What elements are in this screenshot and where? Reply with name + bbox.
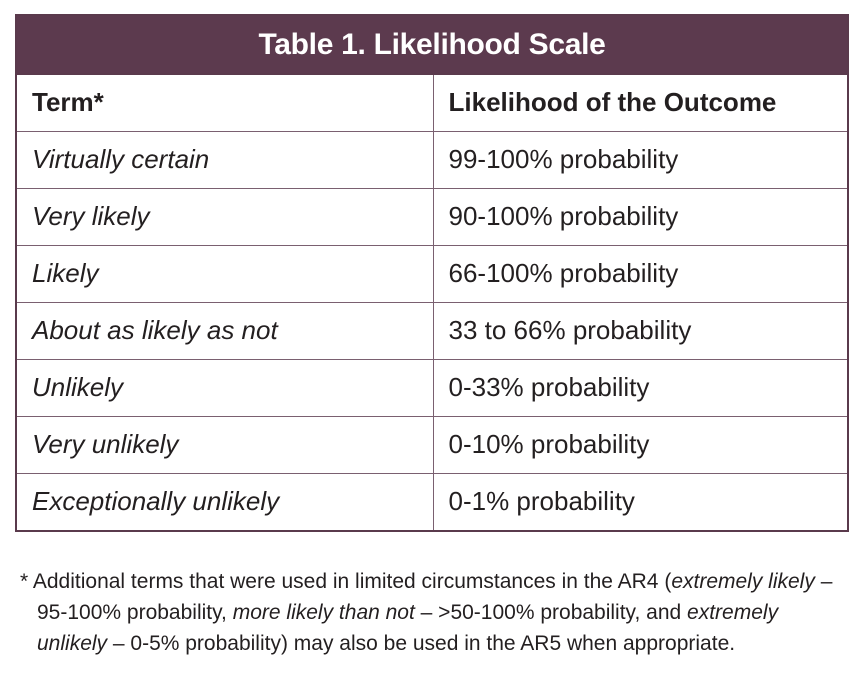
footnote-text: 95-100% probability, xyxy=(37,601,233,624)
term-cell: Very unlikely xyxy=(17,415,434,473)
footnote-text: Additional terms that were used in limit… xyxy=(28,570,672,593)
table-row: Very unlikely 0-10% probability xyxy=(17,415,847,473)
term-cell: Virtually certain xyxy=(17,130,434,188)
footnote-text: – >50-100% probability, and xyxy=(414,601,688,624)
term-cell: About as likely as not xyxy=(17,301,434,359)
table-row: Virtually certain 99-100% probability xyxy=(17,130,847,188)
table-row: Unlikely 0-33% probability xyxy=(17,358,847,416)
term-cell: Unlikely xyxy=(17,358,434,416)
footnote-term: extremely xyxy=(687,601,779,624)
likelihood-cell: 33 to 66% probability xyxy=(433,301,847,359)
likelihood-cell: 99-100% probability xyxy=(433,130,847,188)
term-cell: Very likely xyxy=(17,187,434,245)
likelihood-table: Table 1. Likelihood Scale Term* Likeliho… xyxy=(15,14,849,532)
footnote-line-2: 95-100% probability, more likely than no… xyxy=(20,597,850,628)
header-row: Term* Likelihood of the Outcome xyxy=(17,75,847,131)
likelihood-cell: 0-10% probability xyxy=(433,415,847,473)
footnote-line-1: * Additional terms that were used in lim… xyxy=(20,566,850,597)
footnote: * Additional terms that were used in lim… xyxy=(20,566,850,659)
likelihood-cell: 66-100% probability xyxy=(433,244,847,302)
likelihood-cell: 90-100% probability xyxy=(433,187,847,245)
likelihood-cell: 0-33% probability xyxy=(433,358,847,416)
term-cell: Exceptionally unlikely xyxy=(17,472,434,530)
footnote-term: unlikely xyxy=(37,632,108,655)
term-cell: Likely xyxy=(17,244,434,302)
column-header-likelihood: Likelihood of the Outcome xyxy=(448,87,777,118)
table-row: Exceptionally unlikely 0-1% probability xyxy=(17,472,847,530)
likelihood-grid: Term* Likelihood of the Outcome Virtuall… xyxy=(17,75,847,530)
column-header-term: Term* xyxy=(17,75,434,131)
likelihood-cell: 0-1% probability xyxy=(433,472,847,530)
table-row: About as likely as not 33 to 66% probabi… xyxy=(17,301,847,359)
table-title: Table 1. Likelihood Scale xyxy=(17,16,847,75)
table-row: Likely 66-100% probability xyxy=(17,244,847,302)
footnote-text: – xyxy=(814,570,833,593)
footnote-marker: * xyxy=(20,570,29,593)
footnote-term: extremely likely xyxy=(671,570,815,593)
table-row: Very likely 90-100% probability xyxy=(17,187,847,245)
footnote-text: – 0-5% probability) may also be used in … xyxy=(107,632,736,655)
footnote-term: more likely than not xyxy=(232,601,415,624)
footnote-line-3: unlikely – 0-5% probability) may also be… xyxy=(20,628,850,659)
